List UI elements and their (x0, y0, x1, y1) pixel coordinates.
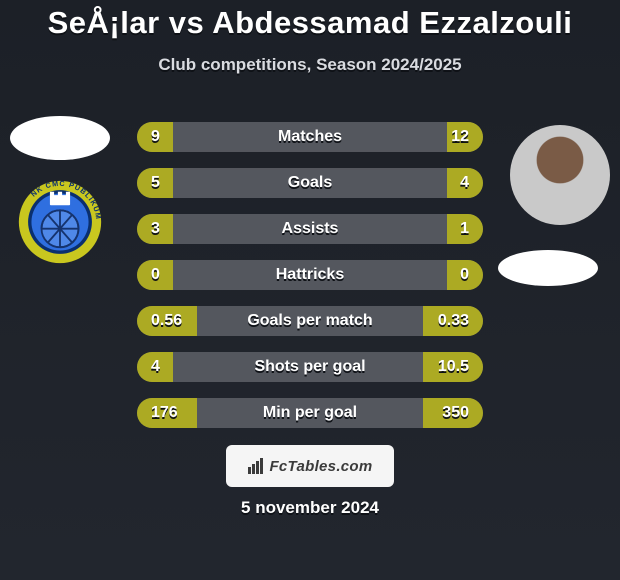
stat-value-right: 0 (446, 260, 483, 290)
brand-text: FcTables.com (269, 458, 372, 475)
stat-label: Assists (137, 214, 483, 244)
stat-row: 176 Min per goal 350 (137, 398, 483, 428)
stat-value-left: 5 (137, 168, 174, 198)
player-right-club-badge (498, 250, 598, 286)
player-left-club-badge: NK CMC PUBLIKUM (18, 180, 102, 264)
stat-value-right: 12 (437, 122, 483, 152)
stat-row: 3 Assists 1 (137, 214, 483, 244)
stat-row: 0.56 Goals per match 0.33 (137, 306, 483, 336)
stat-value-right: 0.33 (424, 306, 483, 336)
page-title: SeÅ¡lar vs Abdessamad Ezzalzouli (0, 0, 620, 41)
brand-mark-icon (247, 457, 265, 475)
stat-value-right: 1 (446, 214, 483, 244)
stat-row: 5 Goals 4 (137, 168, 483, 198)
stat-row: 9 Matches 12 (137, 122, 483, 152)
stat-value-right: 10.5 (424, 352, 483, 382)
stat-value-left: 176 (137, 398, 192, 428)
stat-value-left: 4 (137, 352, 174, 382)
stat-rows: 9 Matches 12 5 Goals 4 3 Assists 1 0 Hat… (137, 122, 483, 444)
generated-date: 5 november 2024 (0, 498, 620, 518)
player-right-avatar (510, 125, 610, 225)
stat-value-right: 350 (428, 398, 483, 428)
page-subtitle: Club competitions, Season 2024/2025 (0, 55, 620, 75)
stat-label: Hattricks (137, 260, 483, 290)
stat-value-right: 4 (446, 168, 483, 198)
stat-value-left: 0.56 (137, 306, 196, 336)
stat-value-left: 9 (137, 122, 174, 152)
player-left-avatar (10, 116, 110, 160)
stat-label: Goals (137, 168, 483, 198)
stat-row: 4 Shots per goal 10.5 (137, 352, 483, 382)
club-badge-icon: NK CMC PUBLIKUM (18, 180, 102, 264)
brand-pill: FcTables.com (226, 445, 394, 487)
stat-value-left: 3 (137, 214, 174, 244)
stat-label: Matches (137, 122, 483, 152)
stat-value-left: 0 (137, 260, 174, 290)
stat-row: 0 Hattricks 0 (137, 260, 483, 290)
